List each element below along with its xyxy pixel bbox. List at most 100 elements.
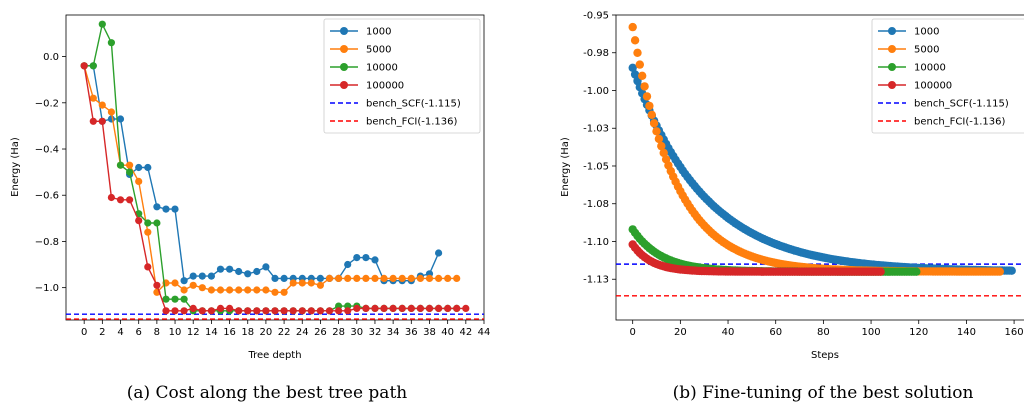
data-point [362,254,370,262]
data-point [425,304,434,312]
data-point [654,134,664,144]
legend-label: 100000 [914,81,952,92]
y-axis-label-right: Energy (Ha) [560,137,571,197]
data-point [144,219,152,227]
data-point [135,163,143,172]
data-point [262,307,270,315]
data-point [647,110,656,120]
data-point [262,263,270,271]
data-point [171,279,179,287]
data-point [180,277,188,285]
data-point [1007,266,1016,275]
plot-clip [616,22,1024,297]
y-tick-label: −0.8 [35,237,59,248]
data-point [316,307,324,315]
legend-label: 5000 [366,45,391,56]
y-tick-label: -1.00 [583,86,609,97]
data-point [652,127,661,136]
data-point [116,161,125,169]
x-tick-label: 160 [1005,327,1024,338]
data-point [280,288,288,296]
data-point [371,256,379,264]
legend-label: 10000 [366,63,398,74]
data-point [462,304,470,312]
data-point [316,274,324,282]
data-point [98,20,106,28]
legend-label: bench_FCI(-1.136) [914,117,1005,128]
data-point [262,286,270,294]
data-point [144,263,152,271]
data-point [235,286,243,294]
x-tick-label: 4 [117,327,123,338]
legend-box [871,18,1024,134]
caption-left: (a) Cost along the best tree path [127,383,408,403]
plot-clip [66,20,484,320]
data-point [280,274,288,282]
data-point [298,307,306,315]
data-point [180,295,188,303]
data-point [126,196,134,204]
legend-box [323,18,481,134]
legend-label: 1000 [914,27,939,38]
x-tick-label: 140 [957,327,976,338]
x-tick-label: 36 [405,327,418,338]
data-point [316,281,324,289]
data-point [630,36,640,45]
x-tick-label: 40 [441,327,454,338]
data-point [162,295,170,303]
y-tick-label: −0.6 [35,191,59,202]
data-point [189,272,197,280]
x-tick-label: 44 [478,327,491,338]
data-point [444,274,452,282]
data-point [107,115,115,123]
x-tick-label: 0 [629,327,635,338]
legend-label: 10000 [914,63,946,74]
x-axis-label-left: Tree depth [247,350,301,361]
y-tick-label: −0.2 [35,98,59,109]
legend-label: bench_SCF(-1.115) [914,99,1009,110]
data-point [226,304,234,312]
chart-tree-path: 0 2 4 6 8 10 12 14 16 18 20 22 24 26 28 30 32 34 36 38 40 42 4… [10,14,491,361]
data-point [189,304,197,312]
data-point [630,70,640,79]
x-tick-label: 28 [332,327,345,338]
data-point [89,117,97,125]
x-tick-label: 26 [314,327,327,338]
x-tick-label: 38 [423,327,436,338]
plot-area-right [616,22,1024,297]
data-point [353,304,361,312]
data-point [380,274,388,282]
data-point [371,274,379,282]
x-tick-label: 6 [136,327,142,338]
plot-frame-right [615,14,1024,321]
data-point [162,205,170,213]
data-point [353,274,361,282]
data-point [189,281,197,289]
legend-left: 1000 5000 10000 100000 bench_SCF(-1.115)benc… [323,18,481,134]
data-point [207,272,215,280]
data-point [444,304,452,312]
data-point [659,148,668,158]
data-point [435,304,443,312]
y-tick-label: −0.4 [35,145,59,156]
legend-marker [888,63,896,71]
data-point [912,267,921,276]
data-point [171,307,179,315]
data-point [226,286,234,294]
data-point [135,177,143,185]
data-point [453,304,461,312]
x-tick-label: 60 [769,327,782,338]
data-point [171,295,179,303]
plot-area-left [66,20,484,320]
data-point [216,304,225,312]
data-point [235,267,243,276]
x-tick-label: 120 [909,327,928,338]
legend-marker [340,81,348,89]
data-point [253,286,261,294]
y-tick-label: -1.05 [583,161,609,172]
data-point [198,272,206,280]
x-tick-label: 12 [187,327,200,338]
x-tick-label: 16 [223,327,236,338]
y-tick-label: 0.0 [43,52,59,63]
